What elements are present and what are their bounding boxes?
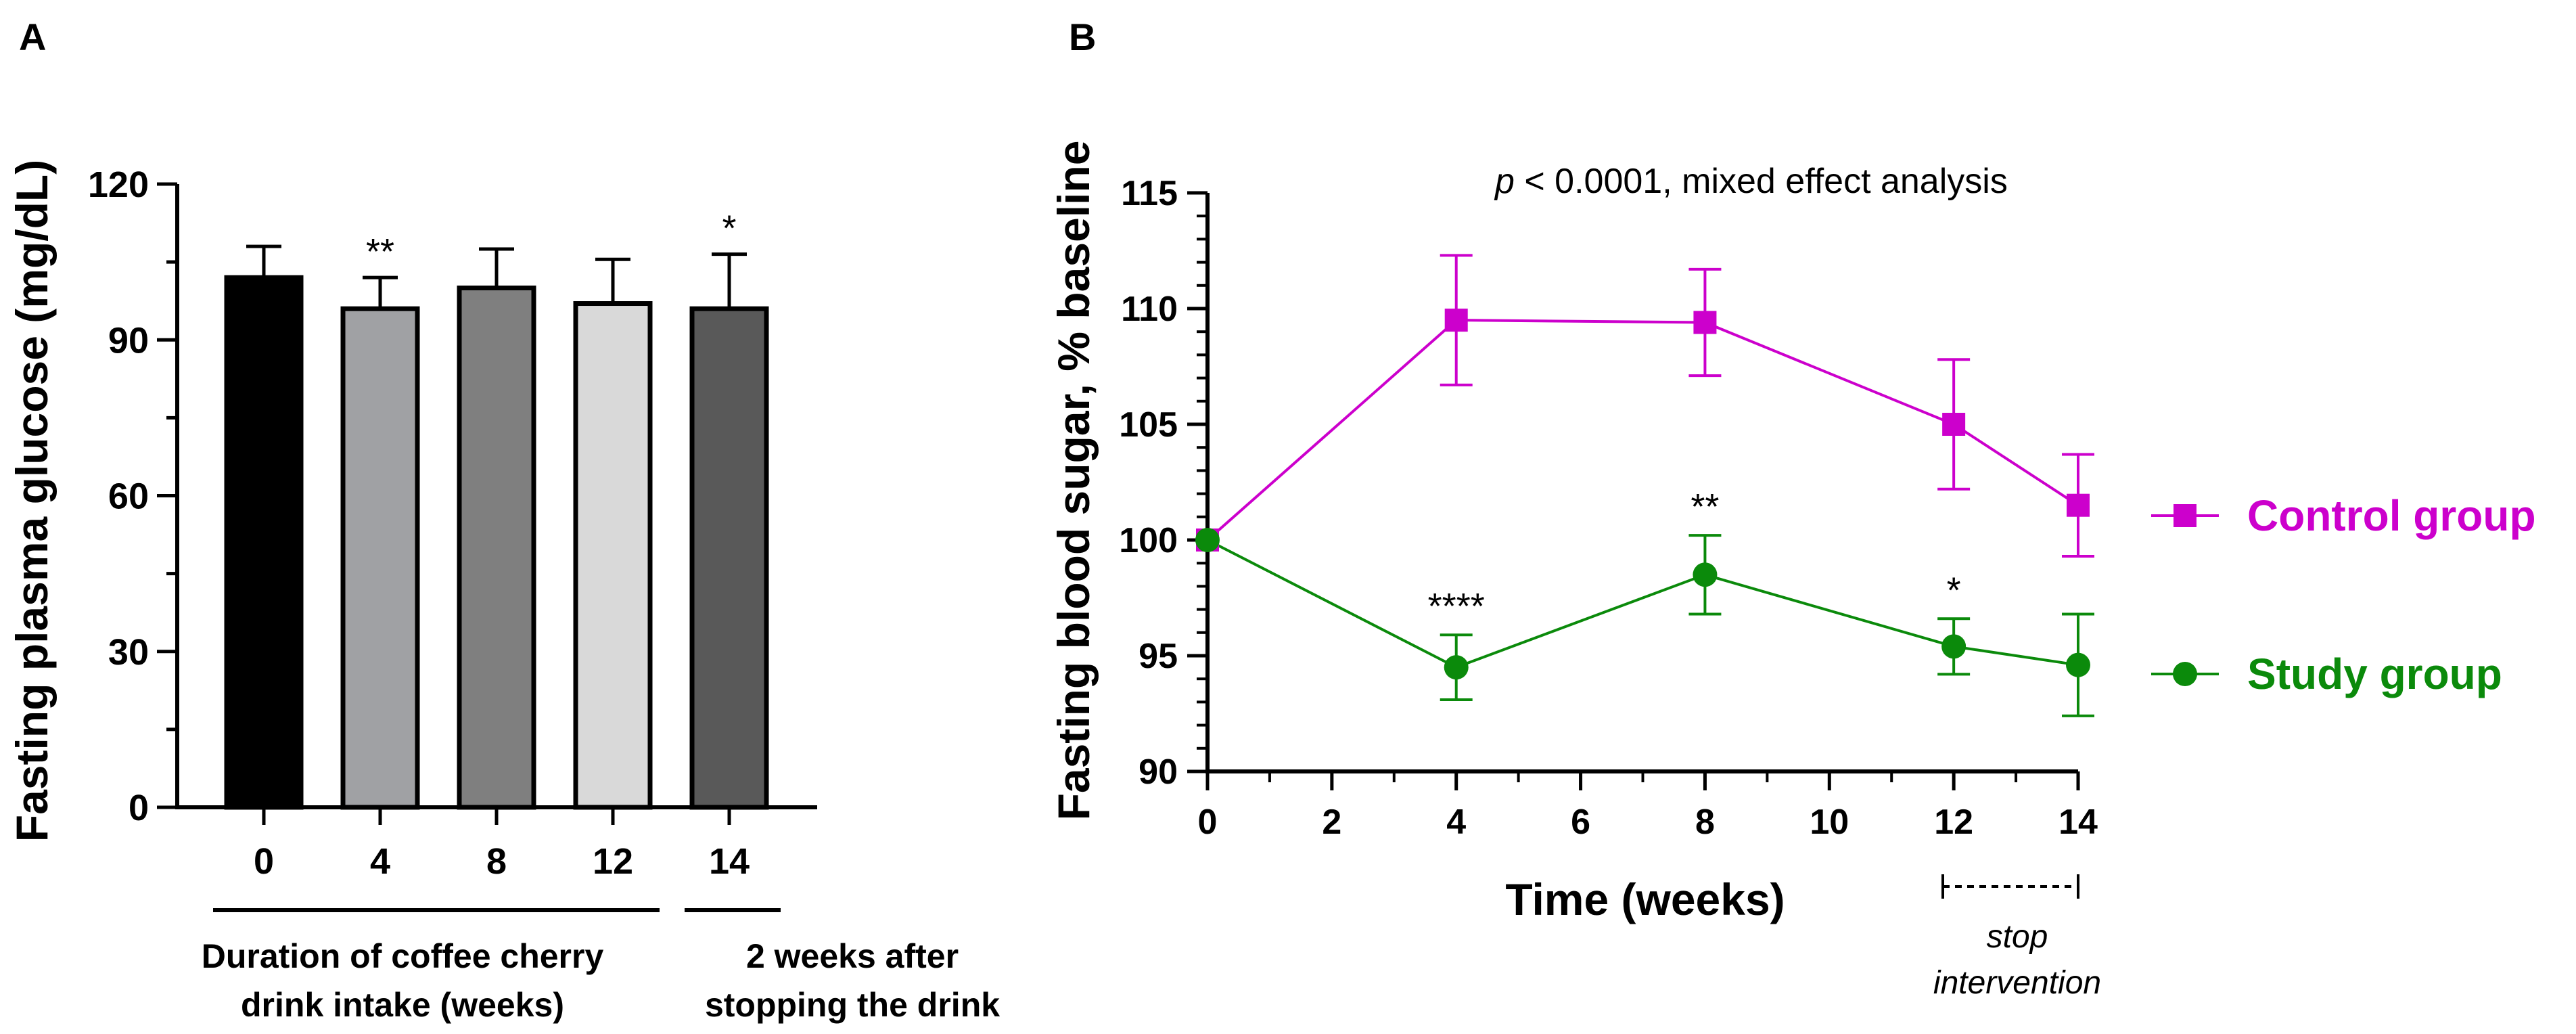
y-tick-label: 95: [1138, 637, 1178, 676]
significance-label: *: [722, 208, 736, 249]
group-label-intake-line2: drink intake (weeks): [241, 986, 564, 1024]
data-point: [1941, 634, 1967, 659]
significance-label: **: [366, 231, 394, 272]
x-tick-label: 4: [370, 841, 390, 882]
stats-annotation: p < 0.0001, mixed effect analysis: [1494, 162, 2008, 201]
panel-a-group-labels: Duration of coffee cherry drink intake (…: [202, 908, 1000, 1024]
x-tick-label: 2: [1322, 803, 1341, 842]
x-tick-label: 6: [1571, 803, 1590, 842]
significance-label: *: [1947, 570, 1961, 610]
y-tick-label: 120: [88, 164, 149, 205]
stop-label-line2: intervention: [1933, 965, 2101, 1001]
bar: [457, 286, 536, 810]
group-label-after-line2: stopping the drink: [705, 986, 1000, 1024]
legend-marker: [2174, 504, 2196, 527]
group-label-after-line1: 2 weeks after: [746, 937, 959, 975]
bar: [340, 306, 420, 810]
legend-label: Control group: [2247, 491, 2536, 540]
significance-label: **: [1690, 487, 1719, 527]
stop-label-line1: stop: [1987, 919, 2048, 955]
y-tick-label: 0: [129, 788, 149, 828]
legend-label: Study group: [2247, 650, 2502, 698]
y-tick-label: 60: [108, 476, 149, 517]
y-tick-label: 90: [108, 320, 149, 361]
data-point: [1195, 528, 1220, 552]
panel-a: A Fasting plasma glucose (mg/dL) 0 30 60 90…: [7, 16, 1000, 1024]
y-tick-label: 100: [1119, 521, 1178, 560]
y-tick-label: 105: [1119, 405, 1178, 445]
x-tick-label: 10: [1810, 803, 1849, 842]
panel-b-xlabel: Time (weeks): [1505, 874, 1785, 924]
group-label-intake-line1: Duration of coffee cherry: [202, 937, 604, 975]
x-tick-label: 12: [1934, 803, 1973, 842]
panel-b: B Fasting blood sugar, % baseline Time (…: [1049, 16, 2536, 1001]
data-point: [1693, 562, 1718, 587]
x-tick-label: 14: [709, 841, 750, 882]
x-tick-label: 14: [2058, 803, 2098, 842]
panel-a-letter: A: [19, 16, 46, 58]
panel-b-letter: B: [1069, 16, 1096, 58]
x-tick-label: 8: [1695, 803, 1715, 842]
data-point: [1942, 413, 1966, 436]
bar: [573, 301, 653, 810]
data-point: [1444, 655, 1469, 680]
x-tick-label: 12: [593, 841, 633, 882]
panel-a-bars: ***: [224, 208, 769, 810]
x-tick-label: 0: [1198, 803, 1218, 842]
legend-marker: [2173, 662, 2197, 686]
y-tick-label: 110: [1121, 290, 1178, 329]
data-point: [1444, 309, 1468, 332]
data-point: [2066, 652, 2090, 677]
x-tick-label: 0: [254, 841, 274, 882]
data-point: [2067, 493, 2090, 517]
panel-a-axes: 0 30 60 90 120 0 4 8 12 14: [88, 164, 817, 882]
y-tick-label: 90: [1138, 752, 1178, 792]
panel-b-axes: 90 95 100 105 110 115 0 2 4 6 8 10 12 14: [1119, 174, 2098, 842]
legend: Control group Study group: [2151, 491, 2536, 698]
panel-b-ylabel: Fasting blood sugar, % baseline: [1049, 141, 1099, 821]
data-point: [1693, 311, 1717, 334]
y-tick-label: 115: [1121, 174, 1178, 213]
stop-intervention: stop intervention: [1933, 874, 2101, 1001]
bar: [224, 275, 304, 810]
x-tick-label: 4: [1446, 803, 1466, 842]
panel-b-series: *******: [1195, 254, 2094, 717]
bar: [689, 306, 769, 810]
significance-label: ****: [1428, 586, 1485, 627]
x-tick-label: 8: [486, 841, 507, 882]
y-tick-label: 30: [108, 632, 149, 673]
panel-a-ylabel: Fasting plasma glucose (mg/dL): [7, 160, 57, 842]
